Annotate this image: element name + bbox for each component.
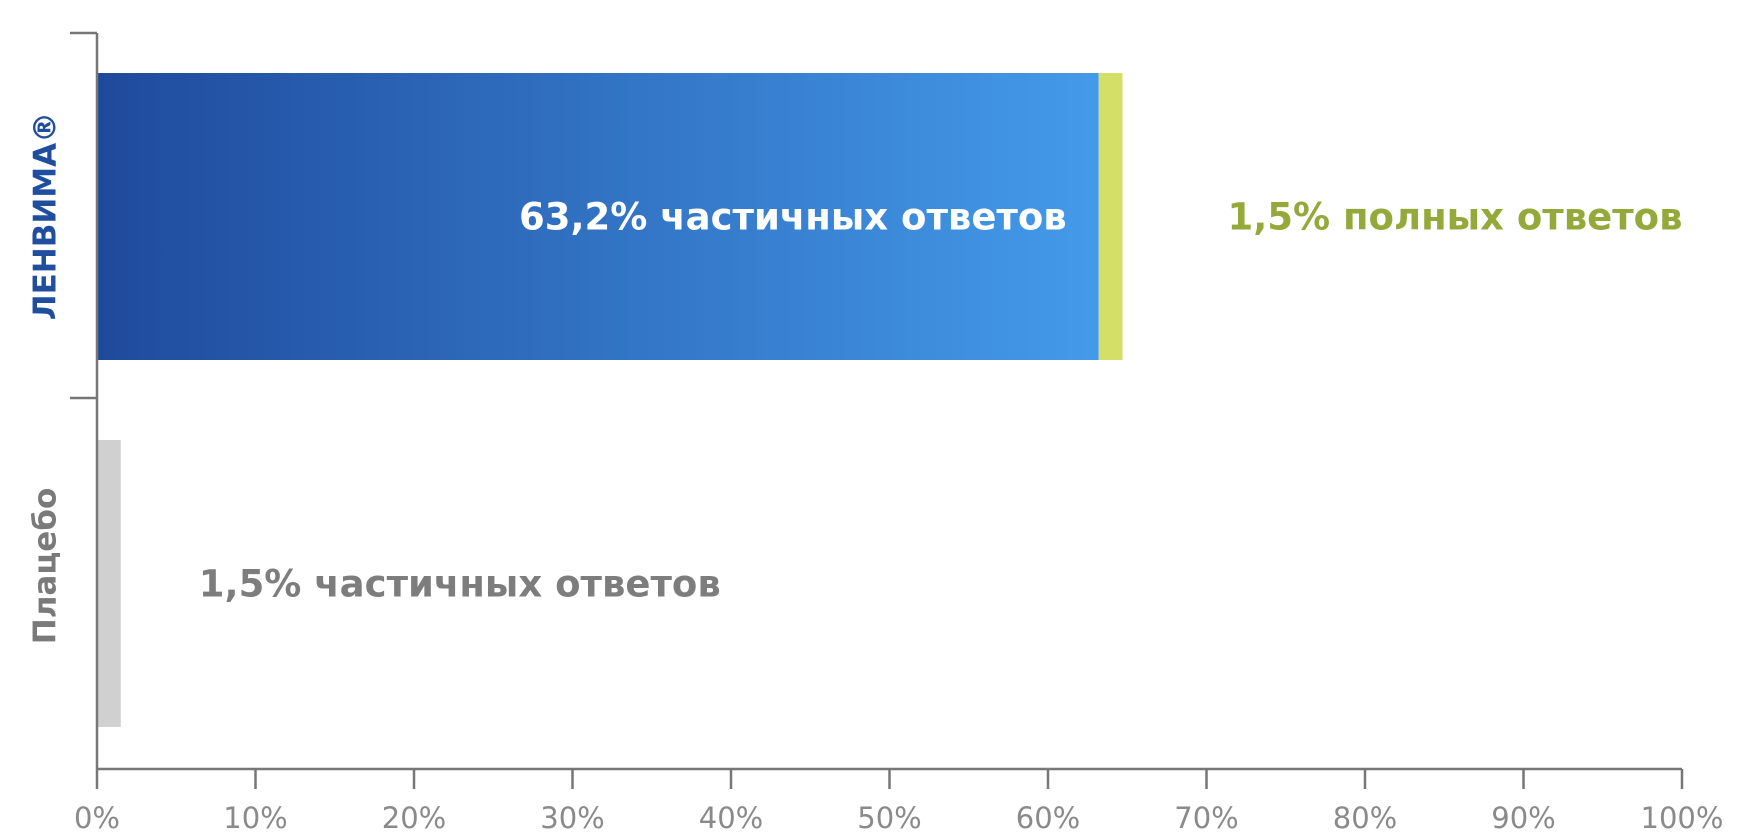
x-tick-label-9: 90% [1491,801,1555,835]
category-label-1: Плацебо [28,488,64,645]
bar-segment-0-1 [1098,73,1123,360]
x-tick-label-8: 80% [1333,801,1397,835]
x-tick-label-5: 50% [857,801,921,835]
x-tick-label-6: 60% [1016,801,1080,835]
x-tick-label-10: 100% [1641,801,1724,835]
bars-layer [97,73,1123,727]
data-label-0-0: 63,2% частичных ответов [519,196,1067,239]
x-tick-label-2: 20% [382,801,446,835]
x-tick-label-1: 10% [223,801,287,835]
labels-layer: 63,2% частичных ответов 1,5% полных ответ… [199,196,1683,606]
data-label-1-0: 1,5% частичных ответов [199,563,721,606]
category-label-0: ЛЕНВИМА® [28,112,64,320]
axes-layer: 0% 10% 20% 30% 40% 50% 60% 70% 80% 90% 100% ЛЕНВИМА… [28,31,1724,835]
x-tick-label-0: 0% [74,801,120,835]
x-tick-label-7: 70% [1174,801,1238,835]
data-label-0-1: 1,5% полных ответов [1227,196,1682,239]
x-tick-label-3: 30% [540,801,604,835]
x-tick-label-4: 40% [699,801,763,835]
bar-segment-0-0 [97,73,1099,360]
bar-segment-1-0 [97,440,121,727]
